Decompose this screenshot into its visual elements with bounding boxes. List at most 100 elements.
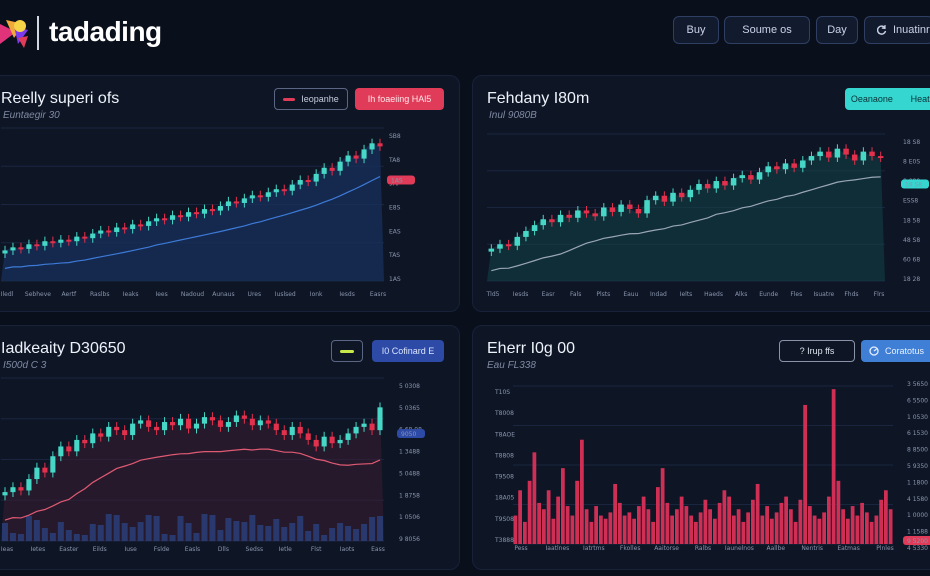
buy-button[interactable]: Buy: [673, 16, 719, 44]
candle: [808, 156, 815, 161]
candle: [169, 422, 176, 426]
bar: [846, 518, 850, 544]
bar: [789, 509, 793, 544]
candle: [74, 236, 80, 242]
y-tick-label: 18A05: [495, 495, 515, 502]
right-y-tick-label: 8 8500: [907, 447, 928, 454]
x-tick-label: Eunde: [759, 291, 778, 298]
volume-bar: [81, 535, 88, 541]
candle: [289, 426, 295, 436]
panel-subtitle: Inul 9080B: [489, 110, 537, 121]
y-tick-label: 18 58: [903, 217, 920, 224]
bar: [651, 521, 655, 544]
pill-toggle-1-label: Ieopanhe: [301, 94, 339, 104]
volume-bar: [305, 531, 312, 541]
candle: [10, 247, 16, 251]
brand-name: tadading: [49, 16, 162, 47]
candle: [635, 208, 642, 214]
indicators-button-label: Inuatinr: [893, 24, 930, 36]
right-y-tick-label: 4 1580: [907, 496, 928, 503]
buy-button-label: Buy: [686, 24, 706, 36]
x-tick-label: Ieas: [1, 546, 13, 553]
x-tick-label: Nentris: [801, 545, 823, 552]
bar: [850, 506, 855, 544]
candle: [98, 230, 104, 234]
candle: [146, 221, 152, 226]
pill-action-3[interactable]: I0 Cofinard E: [372, 340, 444, 362]
bar: [580, 439, 584, 544]
candle: [566, 214, 572, 218]
x-tick-label: Ionk: [310, 291, 323, 298]
bar: [865, 512, 869, 544]
candle: [877, 156, 884, 159]
y-tick-label: 1 8758: [399, 492, 420, 499]
candle: [162, 422, 168, 431]
candle: [26, 479, 32, 491]
candle: [58, 239, 64, 243]
bar: [732, 515, 736, 544]
candle: [739, 175, 746, 179]
logo-icon: [0, 14, 30, 50]
bar: [822, 512, 826, 544]
candle: [361, 149, 367, 159]
y-tick-label: 5 0365: [399, 405, 420, 412]
candle: [369, 143, 375, 150]
candle: [313, 173, 319, 182]
y-tick-label: T8AOE: [494, 431, 515, 438]
candle: [209, 417, 216, 421]
pill-toggle-4[interactable]: ? Irup ffs: [779, 340, 855, 362]
candle: [497, 244, 503, 249]
candle: [217, 206, 223, 211]
candle: [353, 426, 359, 434]
bar: [660, 468, 665, 544]
candle: [345, 155, 351, 162]
chart-panel-4: Eherr I0g 00 Eau FL338 ? Irup ffs Corato…: [472, 325, 930, 570]
candle: [843, 148, 849, 155]
candle: [817, 151, 823, 157]
pill-action-1[interactable]: Ih foaeiing HAl5: [355, 88, 444, 110]
volume-bar: [281, 527, 288, 541]
pill-toggle-1[interactable]: Ieopanhe: [274, 88, 348, 110]
bar: [627, 512, 632, 544]
volume-bar: [297, 516, 304, 541]
y-tick-label: 8 E0S: [903, 159, 920, 166]
candle: [321, 167, 327, 174]
candle: [130, 224, 136, 229]
candle: [860, 151, 867, 161]
candle: [661, 195, 668, 202]
volume-bar: [345, 526, 352, 541]
pill-action-2[interactable]: Oeanaone Heatry: [845, 88, 930, 110]
pill-toggle-3[interactable]: [331, 340, 363, 362]
top-bar: tadading Buy Soume os Day Inuatinr: [0, 0, 930, 64]
x-tick-label: Iledl: [1, 291, 14, 298]
y-tick-label: ESS8: [903, 198, 918, 205]
y-tick-label: EAS: [389, 228, 401, 235]
bar: [770, 518, 774, 544]
price-badge-label: 9050: [401, 431, 416, 438]
right-y-tick-label: 1 1588: [907, 529, 928, 536]
candle: [209, 209, 216, 212]
volume-bar: [137, 522, 144, 541]
source-button[interactable]: Soume os: [724, 16, 810, 44]
volume-bar: [201, 514, 208, 541]
bar: [665, 502, 670, 544]
panel-subtitle: Eau FL338: [487, 360, 536, 371]
candle: [2, 250, 8, 254]
line-icon: [283, 97, 296, 101]
volume-bar: [217, 530, 224, 541]
area-fill: [1, 143, 384, 281]
bar: [879, 499, 883, 544]
candle: [765, 166, 771, 173]
candle: [505, 244, 512, 247]
bar: [855, 515, 860, 544]
day-button[interactable]: Day: [816, 16, 858, 44]
pill-action-4[interactable]: Coratotus: [861, 340, 930, 362]
bar: [760, 515, 765, 544]
pill-toggle-4-label: ? Irup ffs: [799, 346, 835, 356]
indicators-button[interactable]: Inuatinr: [864, 16, 930, 44]
candle: [273, 189, 279, 193]
bar: [708, 509, 712, 544]
volume-bar: [313, 524, 320, 541]
volume-bar: [25, 516, 32, 541]
